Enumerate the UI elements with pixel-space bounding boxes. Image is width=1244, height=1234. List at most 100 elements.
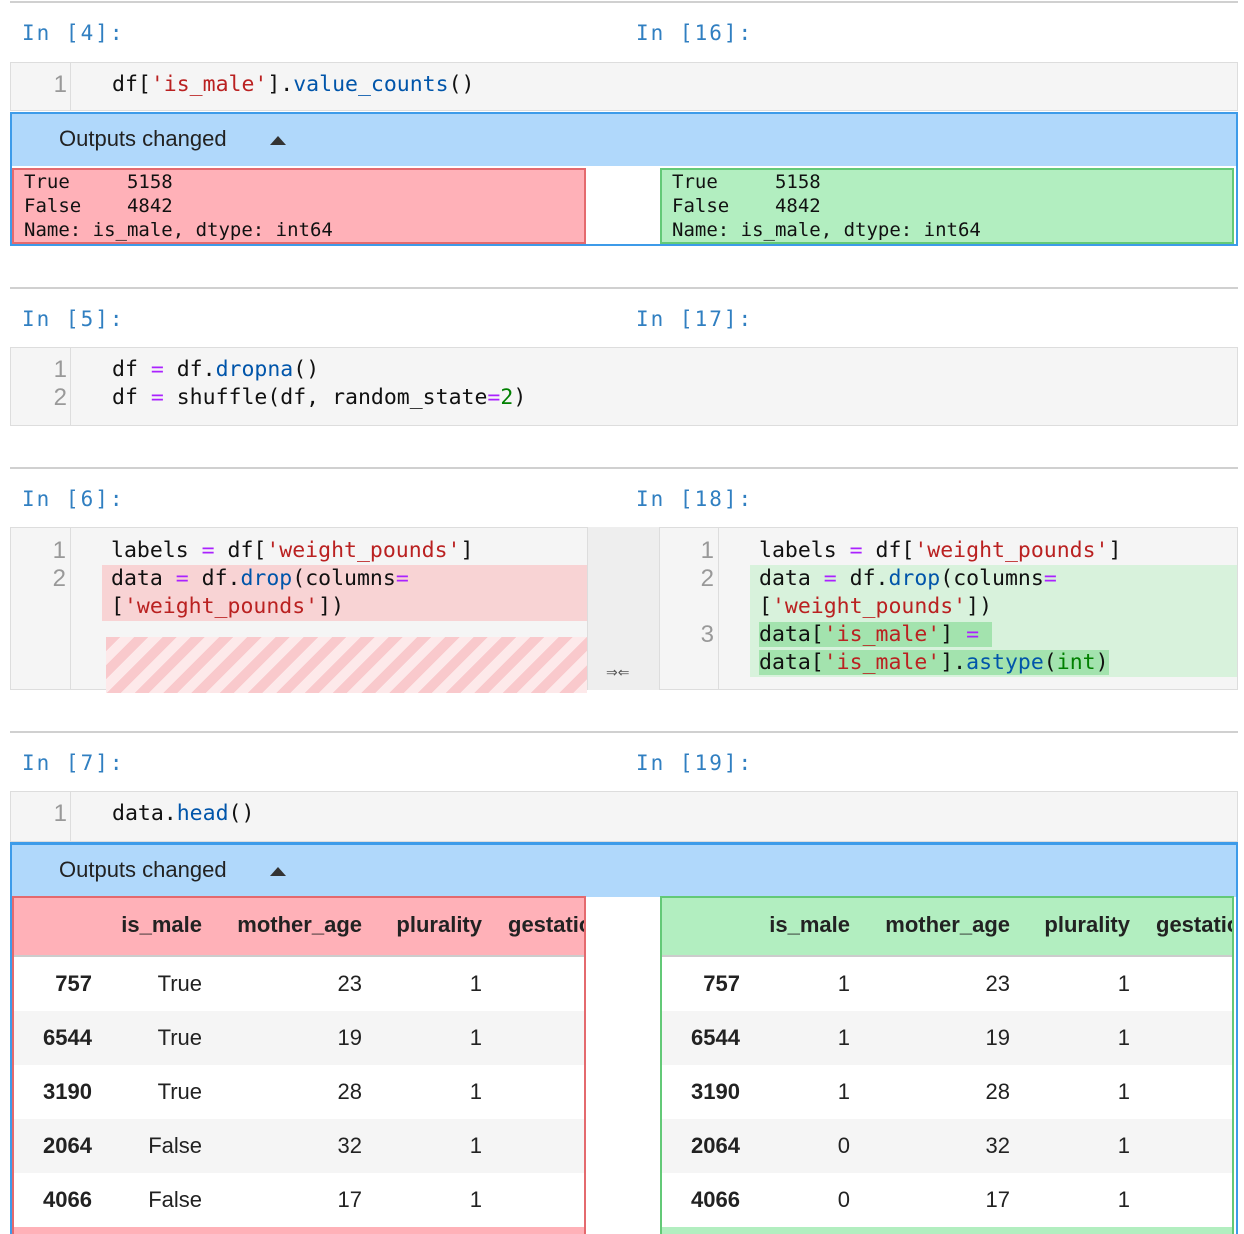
table-cell: 1	[1117, 1133, 1130, 1158]
code-cell: 1 df['is_male'].value_counts()	[10, 62, 1238, 111]
output-line: Name: is_male, dtype: int64	[24, 219, 333, 241]
table-row: 3190 True 28 1	[14, 1065, 584, 1119]
column-header: is_male	[121, 912, 202, 937]
code-line: data = df.drop(columns=['weight_pounds']…	[102, 565, 587, 621]
code-token: =	[150, 357, 164, 382]
table-cell: 19	[337, 1025, 362, 1050]
table-row: 757 True 23 1	[14, 957, 584, 1011]
table-cell: 1	[469, 971, 482, 996]
code-token: head	[176, 801, 229, 826]
code-token: data	[111, 566, 176, 591]
line-number: 2	[52, 565, 66, 592]
code-line: data = df.drop(columns=['weight_pounds']…	[750, 565, 1237, 621]
column-header: plurality	[396, 912, 482, 937]
table-cell: 19	[985, 1025, 1010, 1050]
code-token: ]	[1108, 538, 1122, 563]
row-index: 757	[703, 971, 740, 996]
column-header: mother_age	[885, 912, 1010, 937]
outputs-section	[10, 842, 1238, 1234]
table-header: is_male mother_age plurality gestation_week…	[14, 898, 584, 957]
prompt: In [4]:	[22, 21, 125, 45]
code-token: df	[112, 357, 151, 382]
outputs-header: Outputs changed	[12, 845, 1236, 897]
code-token: ].	[267, 72, 294, 97]
code-token: shuffle(df, random_state	[163, 385, 488, 410]
output-table: is_male mother_age plurality gestation_week…	[12, 896, 586, 1234]
code-row: 1 df = df.dropna()	[13, 356, 1237, 384]
table-row: 6544 1 19 1	[662, 1011, 1232, 1065]
placeholder-hatch	[106, 637, 587, 693]
collapse-icon	[270, 867, 286, 876]
table-cell: 23	[985, 971, 1010, 996]
column-header: mother_age	[237, 912, 362, 937]
column-header: is_male	[769, 912, 850, 937]
code-token: drop	[888, 566, 941, 591]
code-token: )	[513, 385, 527, 410]
table-cell: 1	[1117, 1025, 1130, 1050]
table-cell: 1	[469, 1025, 482, 1050]
outputs-header: Outputs changed	[12, 114, 1236, 166]
prompt: In [6]:	[22, 487, 125, 511]
line-number: 1	[53, 71, 67, 98]
row-index: 757	[55, 971, 92, 996]
code-body: 1 labels = df['weight_pounds'] 2 data = df.…	[12, 537, 587, 693]
code-body: 1 df['is_male'].value_counts()	[13, 71, 1237, 99]
code-token: )	[1095, 650, 1109, 675]
code-line: df = df.dropna()	[103, 356, 1237, 384]
output-line: True 5158	[24, 171, 173, 193]
table-cell: True	[157, 1025, 202, 1050]
code-token: labels	[759, 538, 850, 563]
table-cell: 1	[1117, 1187, 1130, 1212]
merge-strip	[587, 527, 660, 690]
table-cell: 17	[985, 1187, 1010, 1212]
row-index: 3190	[691, 1079, 740, 1104]
table-cell: 28	[337, 1079, 362, 1104]
collapse-icon	[270, 136, 286, 145]
code-token: (columns	[940, 566, 1044, 591]
table-row: 757 1 23 1	[662, 957, 1232, 1011]
code-token: labels	[111, 538, 202, 563]
code-row: 1 data.head()	[13, 800, 1237, 828]
line-number: 2	[700, 565, 714, 592]
table-cell: 28	[985, 1079, 1010, 1104]
code-token: value_counts	[293, 72, 449, 97]
line-number: 1	[53, 800, 67, 827]
code-token: data	[759, 566, 824, 591]
prompt: In [5]:	[22, 307, 125, 331]
gutter-border	[70, 347, 71, 426]
code-body: 1 labels = df['weight_pounds'] 2 data = df.…	[660, 537, 1237, 687]
code-token: df.	[188, 566, 241, 591]
table-cell: 1	[469, 1079, 482, 1104]
code-token: int	[1056, 650, 1096, 675]
table-row: 6544 True 19 1	[14, 1011, 584, 1065]
row-index: 4066	[43, 1187, 92, 1212]
code-token: 2	[500, 385, 514, 410]
changed-span: data['is_male'] = data['is_male'].astype…	[759, 622, 1109, 675]
line-number: 3	[700, 621, 714, 648]
code-token: =	[849, 538, 863, 563]
code-token: [	[759, 594, 772, 619]
separator	[10, 467, 1238, 469]
code-token: (columns	[292, 566, 396, 591]
output-line: False 4842	[672, 195, 821, 217]
code-line: data.head()	[103, 800, 1237, 828]
separator	[10, 731, 1238, 733]
table-cell: True	[157, 1079, 202, 1104]
code-token: data[	[759, 622, 993, 675]
line-number: 2	[53, 384, 67, 411]
table-cell: False	[148, 1133, 202, 1158]
table-row: 4066 0 17 1	[662, 1173, 1232, 1227]
code-token: 'weight_pounds'	[266, 538, 461, 563]
merge-marker: ⇒⇐	[606, 664, 630, 680]
code-cell: 1 df = df.dropna() 2 df = shuffle(df, rando…	[10, 347, 1238, 426]
table-row: 2064 0 32 1	[662, 1119, 1232, 1173]
code-token: data.	[112, 801, 177, 826]
column-header: plurality	[1044, 912, 1130, 937]
code-row: 1 labels = df['weight_pounds']	[660, 537, 1237, 565]
table-cell: True	[157, 971, 202, 996]
code-row: 2 data = df.drop(columns=['weight_pounds'…	[12, 565, 587, 621]
table-cell: 32	[337, 1133, 362, 1158]
code-token: =	[823, 566, 837, 591]
code-token: data[	[759, 622, 824, 647]
code-token: =	[966, 622, 980, 647]
